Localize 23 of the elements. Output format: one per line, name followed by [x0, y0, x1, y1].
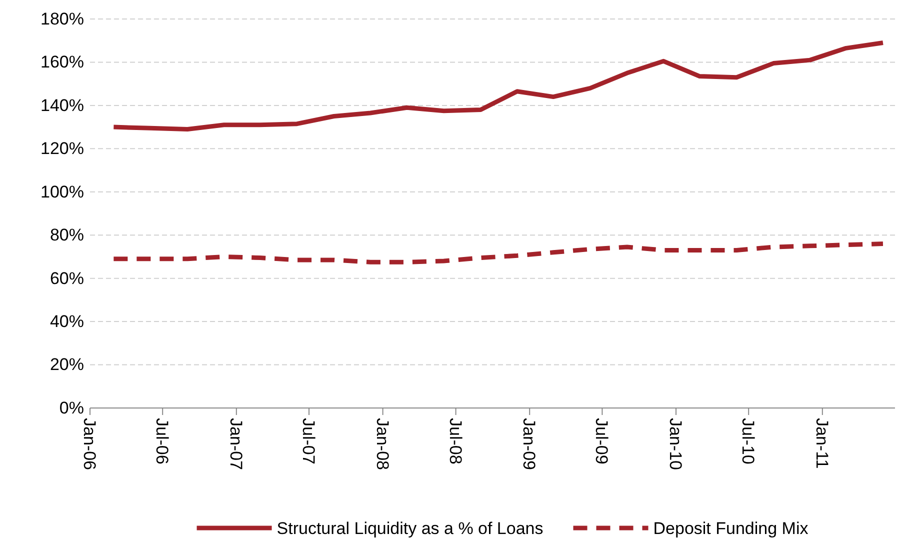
x-tick-label: Jul-06 — [152, 418, 172, 464]
x-tick-label: Jul-08 — [446, 418, 465, 464]
y-tick-label: 20% — [50, 355, 84, 374]
x-tick-label: Jul-10 — [738, 418, 758, 464]
x-tick-label: Jan-11 — [812, 418, 832, 469]
legend-label: Deposit Funding Mix — [653, 518, 809, 538]
y-tick-label: 180% — [40, 9, 84, 28]
x-tick-label: Jan-07 — [226, 418, 246, 470]
y-tick-label: 60% — [50, 268, 84, 288]
legend-label: Structural Liquidity as a % of Loans — [276, 518, 544, 538]
y-tick-label: 40% — [50, 312, 84, 331]
y-tick-label: 80% — [50, 226, 84, 245]
x-tick-label: Jan-06 — [80, 418, 100, 470]
x-tick-label: Jul-07 — [299, 418, 318, 464]
x-tick-label: Jan-09 — [520, 418, 539, 470]
y-tick-label: 140% — [40, 96, 84, 115]
x-tick-label: Jul-09 — [592, 418, 612, 464]
y-tick-label: 0% — [59, 398, 84, 418]
x-tick-label: Jan-10 — [666, 418, 686, 470]
y-tick-label: 160% — [40, 52, 84, 72]
x-tick-label: Jan-08 — [372, 418, 392, 470]
y-tick-label: 120% — [40, 139, 84, 158]
y-tick-label: 100% — [40, 182, 84, 202]
